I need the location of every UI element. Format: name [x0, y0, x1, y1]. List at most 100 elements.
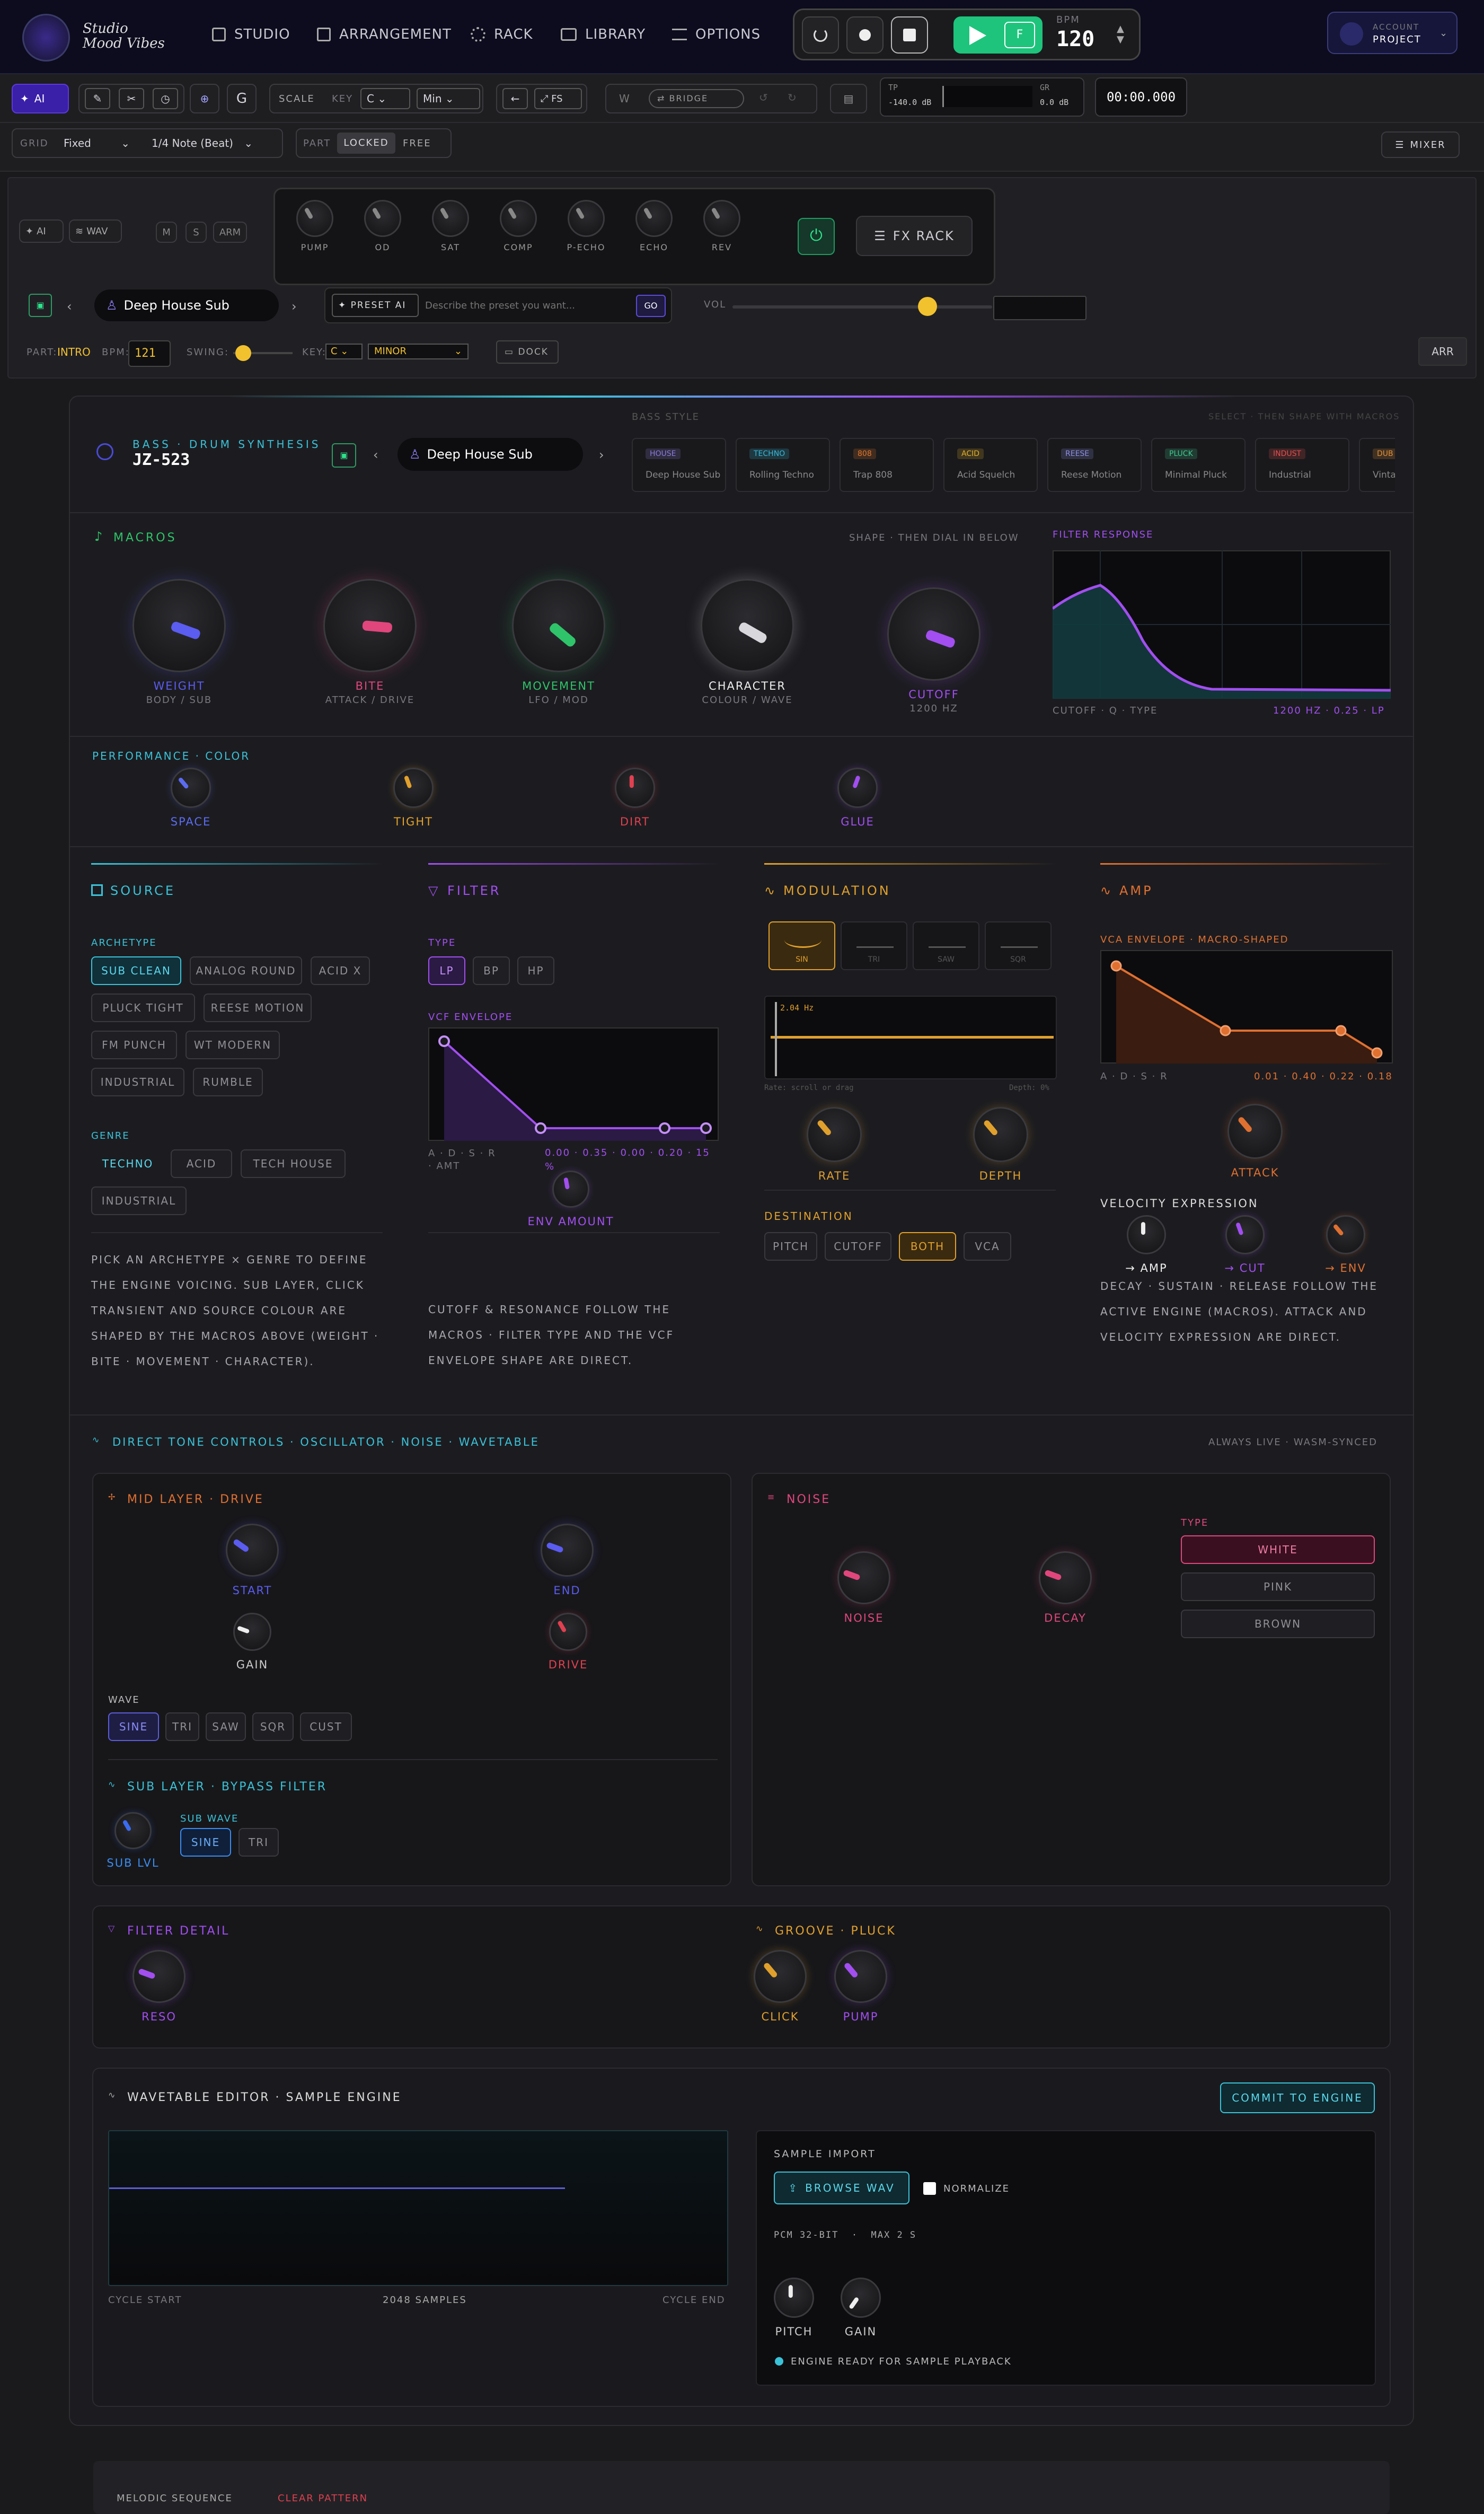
- env-amount-knob[interactable]: [552, 1171, 589, 1208]
- fx-knob-comp[interactable]: [500, 200, 537, 237]
- nav-arrangement[interactable]: ARRANGEMENT: [317, 21, 452, 48]
- rate-knob[interactable]: [807, 1107, 862, 1162]
- bridge-button[interactable]: ⇄ BRIDGE: [649, 89, 744, 108]
- destination-option[interactable]: VCA: [964, 1232, 1011, 1261]
- style-card[interactable]: PLUCK Minimal Pluck: [1151, 438, 1246, 492]
- macro-bite[interactable]: [323, 579, 417, 672]
- reso-knob[interactable]: [132, 1950, 186, 2003]
- gain-knob[interactable]: [233, 1613, 271, 1651]
- key-select[interactable]: C ⌄: [325, 344, 363, 359]
- loop-button[interactable]: [802, 16, 839, 54]
- archetype-option[interactable]: ANALOG ROUND: [190, 956, 302, 985]
- fx-knob-od[interactable]: [364, 200, 401, 237]
- pump-knob[interactable]: [834, 1950, 887, 2003]
- destination-option[interactable]: CUTOFF: [825, 1232, 891, 1261]
- sample-gain-knob[interactable]: [841, 2278, 881, 2318]
- mute-button[interactable]: M: [156, 222, 177, 243]
- fx-knob-echo[interactable]: [635, 200, 673, 237]
- target-button[interactable]: ⊕: [190, 84, 219, 113]
- genre-option[interactable]: TECH HOUSE: [241, 1149, 346, 1178]
- wave-option[interactable]: CUST: [300, 1712, 352, 1741]
- locked-toggle[interactable]: LOCKED: [337, 133, 395, 154]
- style-card[interactable]: 808 Trap 808: [840, 438, 934, 492]
- save-preset-icon[interactable]: ▣: [332, 443, 356, 468]
- velocity-knob-1[interactable]: [1225, 1215, 1265, 1254]
- decay-knob[interactable]: [1039, 1551, 1092, 1604]
- back-arrow-icon[interactable]: ←: [502, 88, 528, 109]
- genre-option[interactable]: ACID: [171, 1149, 232, 1178]
- preset-selector[interactable]: ♙ Deep House Sub: [94, 289, 279, 321]
- go-button[interactable]: GO: [636, 295, 666, 317]
- style-card[interactable]: ACID Acid Squelch: [943, 438, 1038, 492]
- style-card[interactable]: INDUST Industrial: [1255, 438, 1349, 492]
- arr-button[interactable]: ARR: [1418, 337, 1467, 366]
- solo-button[interactable]: S: [186, 222, 207, 243]
- wave-option[interactable]: SINE: [108, 1712, 159, 1741]
- record-button[interactable]: [846, 16, 884, 54]
- clear-pattern-button[interactable]: CLEAR PATTERN: [278, 2493, 368, 2504]
- prev-style-icon[interactable]: ‹: [373, 447, 378, 462]
- browse-wav-button[interactable]: ⇪ BROWSE WAV: [774, 2172, 909, 2204]
- archetype-option[interactable]: WT MODERN: [186, 1031, 280, 1059]
- drive-knob[interactable]: [549, 1613, 587, 1651]
- archetype-option[interactable]: ACID X: [311, 956, 370, 985]
- mixer-button[interactable]: ☰ MIXER: [1381, 131, 1460, 158]
- wave-option[interactable]: TRI: [165, 1712, 199, 1741]
- ai-button[interactable]: ✦ AI: [12, 84, 69, 113]
- fx-knob-pump[interactable]: [296, 200, 333, 237]
- arm-button[interactable]: ARM: [213, 222, 247, 243]
- vcf-envelope-graph[interactable]: [428, 1027, 719, 1141]
- stop-button[interactable]: [891, 16, 928, 54]
- bpm-input[interactable]: 121: [128, 340, 171, 367]
- noise-type-option[interactable]: WHITE: [1181, 1535, 1375, 1564]
- commit-button[interactable]: COMMIT TO ENGINE: [1220, 2082, 1375, 2113]
- lfo-shape-sqr[interactable]: SQR: [985, 921, 1052, 970]
- perf-space[interactable]: [171, 768, 211, 808]
- depth-knob[interactable]: [973, 1107, 1028, 1162]
- clock-icon[interactable]: ◷: [153, 88, 178, 109]
- save-icon[interactable]: ▣: [29, 294, 52, 317]
- macro-cutoff[interactable]: [887, 587, 980, 681]
- pencil-icon[interactable]: ✎: [85, 88, 110, 109]
- archetype-option[interactable]: RUMBLE: [193, 1068, 263, 1096]
- fx-power-button[interactable]: ⏻: [798, 218, 835, 255]
- filter-type-option[interactable]: BP: [473, 956, 510, 985]
- lfo-shape-sin[interactable]: SIN: [768, 921, 835, 970]
- archetype-option[interactable]: REESE MOTION: [204, 994, 312, 1022]
- nav-library[interactable]: LIBRARY: [561, 21, 646, 48]
- mode-select[interactable]: Min ⌄: [417, 88, 480, 109]
- wave-option[interactable]: SAW: [206, 1712, 246, 1741]
- perf-glue[interactable]: [837, 768, 878, 808]
- noise-type-option[interactable]: PINK: [1181, 1572, 1375, 1601]
- swing-thumb[interactable]: [235, 345, 251, 361]
- wave-option[interactable]: SQR: [252, 1712, 294, 1741]
- genre-option[interactable]: INDUSTRIAL: [91, 1186, 187, 1215]
- redo-icon[interactable]: ↻: [788, 91, 797, 104]
- play-button[interactable]: F: [953, 16, 1043, 54]
- archetype-option[interactable]: INDUSTRIAL: [91, 1068, 184, 1096]
- sub-level-knob[interactable]: [114, 1812, 152, 1849]
- noise-type-option[interactable]: BROWN: [1181, 1610, 1375, 1638]
- note-select[interactable]: 1/4 Note (Beat) ⌄: [152, 137, 253, 150]
- filter-type-option[interactable]: HP: [517, 956, 554, 985]
- style-card[interactable]: REESE Reese Motion: [1047, 438, 1142, 492]
- g-button[interactable]: G: [227, 84, 257, 113]
- preset-ai-button[interactable]: ✦ PRESET AI: [332, 294, 419, 317]
- macro-movement[interactable]: [512, 579, 605, 672]
- part-value[interactable]: INTRO: [57, 346, 91, 358]
- velocity-knob-0[interactable]: [1127, 1215, 1166, 1254]
- fx-knob-sat[interactable]: [432, 200, 469, 237]
- volume-slider[interactable]: [732, 297, 992, 316]
- bpm-value[interactable]: 120: [1056, 27, 1095, 51]
- scale-select[interactable]: MINOR ⌄: [368, 344, 469, 359]
- grid-select[interactable]: Fixed ⌄: [64, 137, 130, 150]
- scissors-icon[interactable]: ✂: [119, 88, 144, 109]
- volume-thumb[interactable]: [917, 297, 937, 316]
- fullscreen-button[interactable]: ⤢ FS: [534, 88, 582, 109]
- synth-preset-selector[interactable]: ♙ Deep House Sub: [398, 438, 583, 471]
- free-toggle[interactable]: FREE: [403, 138, 431, 149]
- velocity-knob-2[interactable]: [1326, 1215, 1365, 1254]
- lfo-shape-saw[interactable]: SAW: [913, 921, 979, 970]
- nav-studio[interactable]: STUDIO: [212, 21, 290, 48]
- style-card[interactable]: HOUSE Deep House Sub: [632, 438, 726, 492]
